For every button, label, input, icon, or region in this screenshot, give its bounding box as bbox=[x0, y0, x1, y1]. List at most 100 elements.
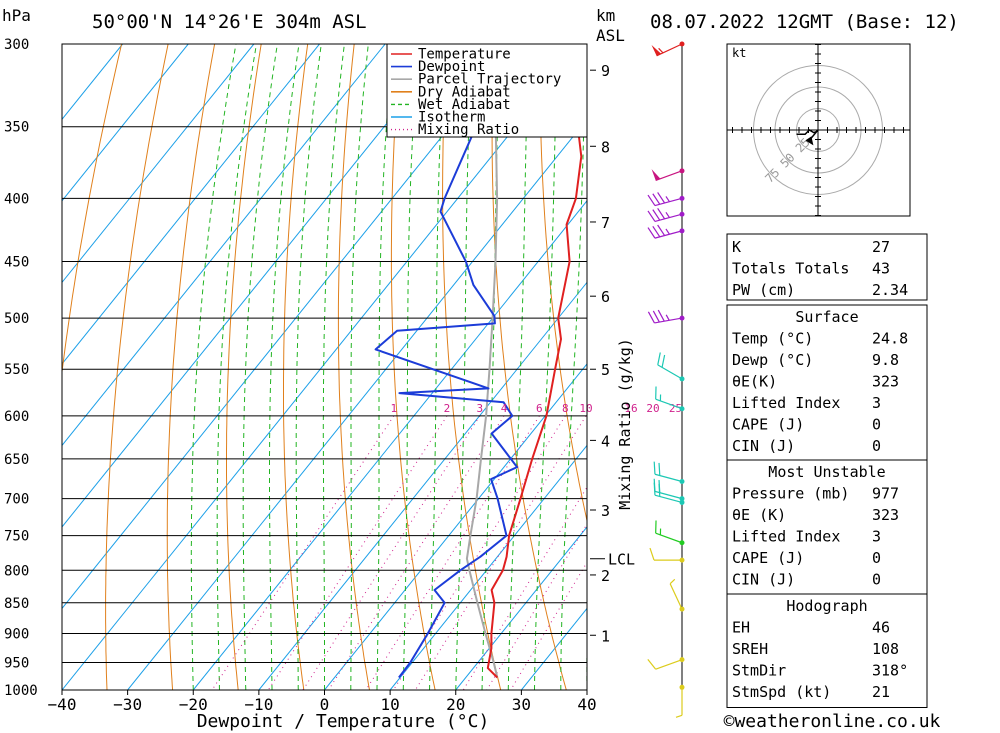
wind-barb bbox=[647, 224, 685, 239]
wind-barb-flag bbox=[657, 207, 666, 220]
stat-value: 9.8 bbox=[872, 351, 899, 369]
stat-value: 43 bbox=[872, 260, 890, 278]
wind-barb bbox=[647, 309, 685, 324]
mixing-ratio-label: 4 bbox=[501, 402, 508, 415]
isotherm-line bbox=[62, 44, 189, 202]
mixing-ratio-label: 8 bbox=[562, 402, 569, 415]
plot-frame bbox=[61, 43, 588, 691]
pressure-tick-label: 750 bbox=[4, 529, 29, 545]
wet-adiabat-line bbox=[350, 44, 369, 690]
wind-barb-half-flag bbox=[669, 578, 676, 585]
location-title: 50°00'N 14°26'E 304m ASL bbox=[92, 11, 367, 33]
wet-adiabat-line bbox=[242, 44, 278, 690]
pressure-tick-label: 450 bbox=[4, 255, 29, 271]
wind-barb-flag bbox=[657, 224, 666, 236]
wind-barb-dot bbox=[679, 684, 685, 690]
wind-barb-dot bbox=[679, 657, 685, 663]
stat-label: θE(K) bbox=[732, 373, 777, 391]
wind-barb-flag bbox=[661, 354, 666, 368]
mixing-ratio-label: 20 bbox=[646, 402, 659, 415]
dry-adiabat-line bbox=[283, 44, 309, 690]
hodograph-title: Hodograph bbox=[786, 597, 867, 615]
mixing-ratio-label: 2 bbox=[444, 402, 451, 415]
mixing-ratio-labels: 1 2 3 4 6 8 10 16 20 25 bbox=[391, 402, 683, 415]
wet-adiabat-line bbox=[534, 44, 558, 690]
wind-barb-staff bbox=[669, 583, 683, 610]
temperature-tick-label: −30 bbox=[113, 695, 142, 714]
stats-panel: K 27 Totals Totals 43 PW (cm) 2.34 Surface Temp… bbox=[726, 233, 928, 708]
wind-barb bbox=[647, 207, 685, 223]
pressure-tick-label: 600 bbox=[4, 409, 29, 425]
isotherm-line bbox=[62, 44, 452, 528]
surface-box bbox=[726, 304, 928, 462]
stat-label: Totals Totals bbox=[732, 260, 849, 278]
wet-adiabat-line bbox=[216, 44, 257, 690]
dewpoint-line bbox=[374, 44, 519, 679]
temperature-axis: −40 −30 −20 −10 0 10 20 30 40 bbox=[48, 690, 597, 714]
stat-value: 24.8 bbox=[872, 330, 908, 348]
wind-barb-half-flag bbox=[665, 314, 670, 321]
temperature-tick-label: −20 bbox=[179, 695, 208, 714]
mixing-ratio-label: 6 bbox=[536, 402, 543, 415]
wind-barb-half-flag bbox=[675, 714, 683, 718]
stat-label: Pressure (mb) bbox=[732, 485, 849, 503]
wind-barb-half-flag bbox=[665, 196, 670, 203]
stat-label: SREH bbox=[732, 640, 768, 658]
temperature-tick-label: 0 bbox=[320, 695, 330, 714]
stat-label: Lifted Index bbox=[732, 528, 840, 546]
wind-barb bbox=[647, 192, 685, 207]
hodograph-unit: kt bbox=[732, 46, 746, 60]
wet-adiabat-line bbox=[322, 44, 345, 690]
stat-label: Dewp (°C) bbox=[732, 351, 813, 369]
isotherm-line bbox=[62, 44, 255, 284]
mixing-ratio-line bbox=[510, 561, 587, 690]
stat-value: 323 bbox=[872, 506, 899, 524]
dry-adiabat-line bbox=[62, 44, 123, 376]
stat-label: EH bbox=[732, 619, 750, 637]
wind-barb-flag bbox=[657, 352, 661, 366]
legend-box bbox=[386, 43, 588, 138]
wind-barb bbox=[655, 520, 685, 546]
isotherm-line bbox=[389, 444, 587, 690]
wind-barb-flag bbox=[652, 225, 661, 238]
isotherm-line bbox=[324, 363, 587, 690]
pressure-tick-label: 650 bbox=[4, 452, 29, 468]
legend-label: Temperature bbox=[418, 47, 511, 63]
wet-adiabat-line bbox=[269, 44, 300, 690]
temperature-tick-label: 10 bbox=[380, 695, 399, 714]
indices-box bbox=[726, 233, 928, 301]
wind-barb-half-flag bbox=[658, 47, 664, 54]
legend-label: Mixing Ratio bbox=[418, 122, 519, 138]
wind-barb-dot bbox=[679, 496, 685, 502]
stat-value: 21 bbox=[872, 683, 890, 701]
stat-label: Lifted Index bbox=[732, 394, 840, 412]
wind-barb-half-flag bbox=[665, 211, 670, 218]
pressure-tick-label: 950 bbox=[4, 655, 29, 671]
dry-adiabat-line bbox=[105, 44, 169, 690]
mixing-ratio-label: 3 bbox=[477, 402, 484, 415]
wind-barb-dot bbox=[679, 540, 685, 546]
wind-barb-flag bbox=[652, 193, 661, 205]
temperature-tick-label: 20 bbox=[446, 695, 465, 714]
mixing-ratio-label: 16 bbox=[624, 402, 637, 415]
stat-label: CAPE (J) bbox=[732, 416, 804, 434]
wind-barb-flag bbox=[658, 483, 661, 497]
height-tick-label: 3 bbox=[601, 502, 610, 520]
wind-barb-flag bbox=[652, 310, 660, 323]
isotherm-line bbox=[127, 118, 587, 690]
temperature-tick-label: 30 bbox=[512, 695, 531, 714]
stat-value: 46 bbox=[872, 619, 890, 637]
km-label: km bbox=[596, 6, 615, 25]
pressure-tick-label: 1000 bbox=[4, 683, 38, 699]
pressure-tick-label: 900 bbox=[4, 626, 29, 642]
stat-value: 0 bbox=[872, 416, 881, 434]
wind-barb-staff bbox=[655, 532, 683, 544]
wind-barb-pennant bbox=[651, 169, 661, 181]
most-unstable-box bbox=[726, 459, 928, 596]
wind-barb-staff bbox=[655, 170, 683, 181]
isotherm-line bbox=[455, 526, 587, 690]
wind-barb bbox=[675, 684, 685, 718]
mixing-ratio-label: 10 bbox=[579, 402, 592, 415]
wind-barb-dot bbox=[679, 168, 685, 174]
